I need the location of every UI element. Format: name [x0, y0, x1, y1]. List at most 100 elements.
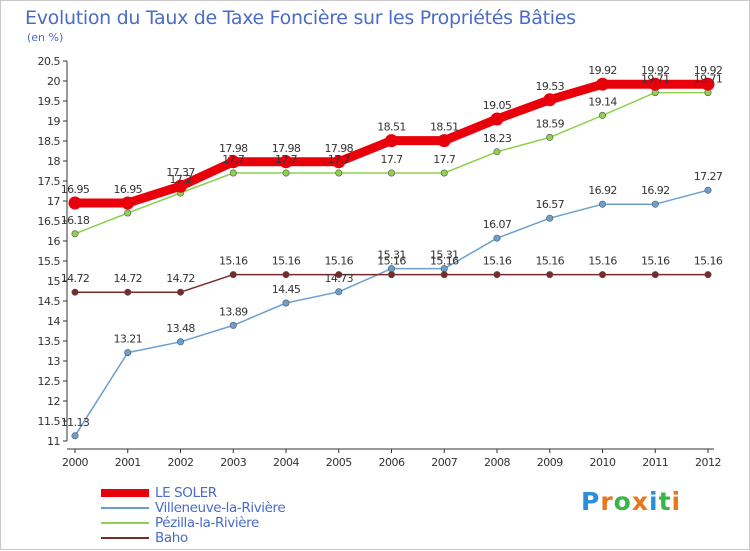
x-tick-label: 2011 [642, 456, 668, 469]
data-label: 17.7 [380, 153, 403, 166]
data-label: 19.05 [483, 99, 512, 112]
data-point-villeneuve-la-riviere [335, 288, 343, 296]
data-point-pezilla-la-riviere [282, 169, 290, 177]
data-label: 15.16 [588, 255, 617, 268]
data-point-le-soler [121, 196, 135, 210]
data-point-villeneuve-la-riviere [124, 349, 132, 357]
data-point-le-soler [648, 77, 662, 91]
y-tick-label: 20 [47, 75, 60, 88]
legend-swatch [101, 488, 149, 497]
legend-item-villeneuve: Villeneuve-la-Rivière [101, 500, 286, 516]
data-label: 15.16 [483, 255, 512, 268]
data-label: 19.92 [694, 64, 723, 77]
logo-letter: P [581, 487, 601, 516]
data-label: 15.16 [272, 255, 301, 268]
legend-label: Baho [155, 529, 188, 546]
legend-swatch [101, 536, 149, 539]
data-label: 18.59 [536, 117, 565, 130]
data-label: 15.16 [430, 255, 459, 268]
data-label: 11.13 [61, 416, 90, 429]
data-point-baho [124, 288, 132, 296]
x-tick-label: 2010 [590, 456, 616, 469]
data-point-baho [71, 288, 79, 296]
logo-letter: r [600, 487, 614, 516]
data-point-villeneuve-la-riviere [71, 432, 79, 440]
legend-label: Pézilla-la-Rivière [155, 514, 259, 531]
x-tick-label: 2004 [273, 456, 299, 469]
legend-label: LE SOLER [155, 484, 217, 501]
data-point-le-soler [543, 93, 557, 107]
data-point-pezilla-la-riviere [440, 169, 448, 177]
data-label: 14.45 [272, 283, 301, 296]
data-point-baho [440, 271, 448, 279]
legend-item-baho: Baho [101, 529, 285, 546]
data-label: 16.07 [483, 218, 512, 231]
x-tick-label: 2005 [326, 456, 352, 469]
data-label: 14.72 [61, 272, 90, 285]
y-tick-label: 12 [47, 395, 60, 408]
proxiti-logo: Proxiti [581, 487, 681, 516]
data-point-le-soler [437, 134, 451, 148]
data-label: 16.18 [61, 214, 90, 227]
data-point-le-soler [701, 77, 715, 91]
data-label: 17.7 [433, 153, 456, 166]
y-tick-label: 20.5 [38, 55, 61, 68]
y-tick-label: 14 [47, 315, 60, 328]
data-point-le-soler [332, 155, 346, 169]
data-label: 15.16 [536, 255, 565, 268]
data-label: 18.23 [483, 132, 512, 145]
data-label: 18.51 [430, 121, 459, 134]
axes: 11 11.5 12 12.5 13 13.5 14 14.5 15 15.5 16 16.5 17 17… [38, 55, 722, 469]
data-point-pezilla-la-riviere [124, 209, 132, 217]
y-tick-label: 19 [47, 115, 60, 128]
y-tick-label: 17 [47, 195, 60, 208]
x-tick-label: 2008 [484, 456, 510, 469]
y-tick-label: 15.5 [38, 255, 61, 268]
y-tick-label: 18.5 [38, 135, 61, 148]
data-point-pezilla-la-riviere [71, 230, 79, 238]
data-point-baho [598, 271, 606, 279]
logo-letter: x [631, 487, 649, 516]
data-label: 19.53 [536, 80, 565, 93]
data-label: 15.31 [430, 249, 459, 262]
data-label: 13.21 [114, 333, 143, 346]
data-point-le-soler [385, 134, 398, 148]
data-label: 18.51 [377, 121, 406, 134]
data-label: 19.71 [641, 73, 670, 86]
data-point-villeneuve-la-riviere [546, 214, 554, 222]
data-label: 13.89 [219, 305, 248, 318]
data-label: 17.98 [219, 142, 248, 155]
legend-swatch [101, 506, 149, 509]
data-label: 15.16 [641, 255, 670, 268]
data-point-le-soler [596, 77, 609, 91]
data-point-baho [229, 271, 237, 279]
series-line-villeneuve-la-riviere [74, 189, 709, 437]
data-label: 17.7 [275, 153, 298, 166]
data-point-le-soler [174, 179, 187, 193]
data-label: 15.16 [219, 255, 248, 268]
data-point-pezilla-la-riviere [387, 169, 395, 177]
legend-item-le-soler: LE SOLER [101, 484, 285, 501]
x-tick-label: 2007 [431, 456, 457, 469]
y-tick-label: 16 [47, 235, 60, 248]
y-tick-label: 17.5 [38, 175, 61, 188]
data-label: 17.7 [328, 153, 351, 166]
logo-letter: i [671, 487, 682, 516]
data-label: 19.92 [588, 64, 617, 77]
y-tick-label: 14.5 [38, 295, 61, 308]
data-point-baho [704, 271, 712, 279]
data-point-pezilla-la-riviere [229, 169, 237, 177]
data-label: 15.31 [377, 249, 406, 262]
series-points [68, 77, 715, 440]
data-point-pezilla-la-riviere [335, 169, 343, 177]
data-point-le-soler [279, 155, 293, 169]
data-label: 17.2 [169, 173, 191, 186]
logo-letter: o [613, 487, 632, 516]
y-tick-label: 11 [47, 435, 60, 448]
data-point-baho [546, 271, 554, 279]
data-point-le-soler [68, 196, 82, 210]
data-point-villeneuve-la-riviere [651, 200, 659, 208]
data-label: 16.92 [641, 184, 670, 197]
y-tick-label: 12.5 [38, 375, 61, 388]
